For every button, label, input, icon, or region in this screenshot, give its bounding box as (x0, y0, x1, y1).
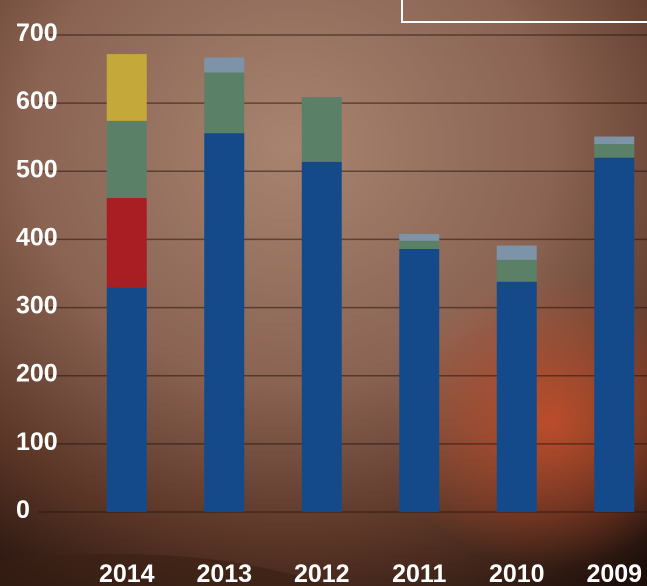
y-tick-label: 600 (16, 87, 58, 115)
bar-segment (301, 97, 342, 162)
bar-segment (399, 233, 440, 241)
bar-segment (594, 136, 635, 145)
bar-segment (106, 54, 147, 121)
bar-segment (496, 259, 537, 282)
bar-segment (496, 281, 537, 512)
bar-segment (594, 157, 635, 512)
bar-segment (106, 287, 147, 512)
bar-segment (204, 72, 245, 134)
bar-segment (106, 120, 147, 198)
x-tick-label: 2010 (489, 560, 545, 586)
y-tick-label: 500 (16, 155, 58, 183)
x-tick-label: 2014 (99, 560, 155, 586)
bar-segment (399, 248, 440, 512)
x-tick-label: 2009 (586, 560, 642, 586)
y-tick-label: 0 (16, 496, 30, 524)
bar-segment (496, 245, 537, 260)
y-tick-label: 300 (16, 292, 58, 320)
frame-box (401, 0, 647, 23)
y-tick-label: 200 (16, 360, 58, 388)
background-shadow (0, 553, 330, 586)
y-tick-label: 700 (16, 19, 58, 47)
bar-segment (301, 161, 342, 512)
x-tick-label: 2013 (196, 560, 252, 586)
bar-segment (399, 240, 440, 249)
bar-segment (204, 57, 245, 73)
y-tick-label: 100 (16, 428, 58, 456)
x-tick-label: 2011 (392, 560, 446, 586)
y-tick-label: 400 (16, 223, 58, 251)
bar-segment (594, 144, 635, 158)
x-tick-label: 2012 (294, 560, 350, 586)
bar-segment (204, 133, 245, 512)
bar-segment (106, 197, 147, 288)
